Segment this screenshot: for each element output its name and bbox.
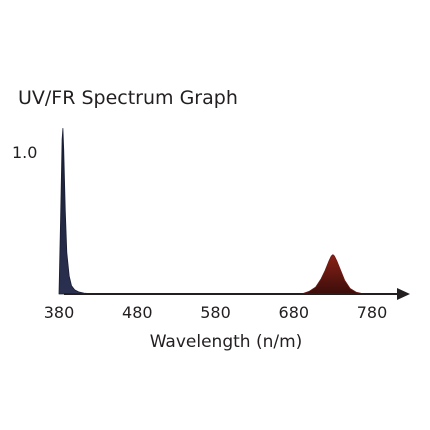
x-tick-label: 780 [357,303,388,322]
chart-title: UV/FR Spectrum Graph [18,87,238,109]
series-area-730 [301,254,365,295]
x-tick-label: 680 [279,303,310,322]
x-tick-label: 480 [122,303,153,322]
x-tick-label: 580 [200,303,231,322]
x-axis-label: Wavelength (n/m) [150,332,303,352]
series-layer [58,128,365,295]
series-area-385 [58,128,99,295]
y-tick-label: 1.0 [12,143,37,162]
x-tick-labels: 380 480 580 680 780 [44,303,388,322]
x-axis-arrowhead [397,288,410,300]
x-tick-label: 380 [44,303,75,322]
